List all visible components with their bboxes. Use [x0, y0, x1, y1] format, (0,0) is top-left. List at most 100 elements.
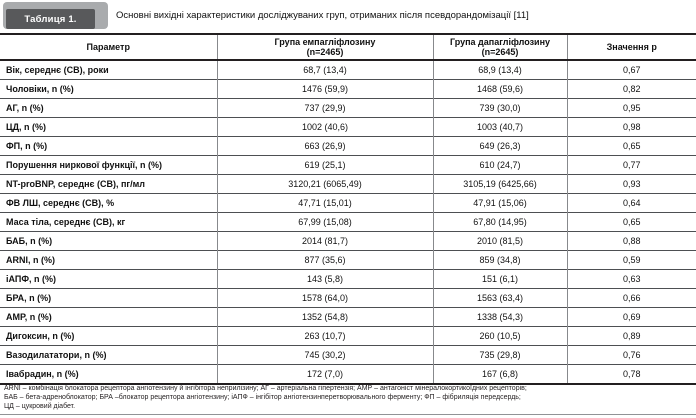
parameter-cell: АГ, n (%) [0, 98, 217, 118]
table-row: NT-proBNP, середнє (СВ), пг/мл 3120,21 (6… [0, 174, 696, 194]
dapagliflozin-value-cell: 47,91 (15,06) [432, 193, 567, 213]
table-body: Вік, середнє (СВ), роки 68,7 (13,4) 68,9 (… [0, 60, 696, 385]
parameter-cell: Маса тіла, середнє (СВ), кг [0, 212, 217, 232]
parameter-cell: АМР, n (%) [0, 307, 217, 327]
table-row: ФП, n (%) 663 (26,9) 649 (26,3) 0,65 [0, 136, 696, 156]
empagliflozin-value-cell: 1476 (59,9) [216, 79, 433, 99]
dapagliflozin-value-cell: 1003 (40,7) [432, 117, 567, 137]
parameter-cell: ФВ ЛШ, середнє (СВ), % [0, 193, 217, 213]
empagliflozin-value-cell: 1578 (64,0) [216, 288, 433, 308]
p-value-cell: 0,89 [566, 326, 696, 346]
dapagliflozin-value-cell: 1563 (63,4) [432, 288, 567, 308]
baseline-characteristics-table: Параметр Група емпагліфлозину (n=2465) Г… [0, 33, 696, 385]
p-value-cell: 0,88 [566, 231, 696, 251]
parameter-cell: Івабрадин, n (%) [0, 364, 217, 385]
footnote-line-2: БАБ – бета-адреноблокатор; БРА –блокатор… [4, 394, 521, 401]
table-row: іАПФ, n (%) 143 (5,8) 151 (6,1) 0,63 [0, 269, 696, 289]
p-value-cell: 0,59 [566, 250, 696, 270]
p-value-cell: 0,66 [566, 288, 696, 308]
table-row: АМР, n (%) 1352 (54,8) 1338 (54,3) 0,69 [0, 307, 696, 327]
empagliflozin-value-cell: 68,7 (13,4) [216, 60, 433, 80]
dapagliflozin-value-cell: 859 (34,8) [432, 250, 567, 270]
parameter-cell: Порушення ниркової функції, n (%) [0, 155, 217, 175]
parameter-cell: Чоловіки, n (%) [0, 79, 217, 99]
footnote-line-1: ARNI – комбінація блокатора рецептора ан… [4, 385, 527, 392]
table-number-label: Таблиця 1. [24, 13, 77, 25]
empagliflozin-value-cell: 619 (25,1) [216, 155, 433, 175]
p-value-cell: 0,93 [566, 174, 696, 194]
p-value-cell: 0,67 [566, 60, 696, 80]
dapagliflozin-value-cell: 167 (6,8) [432, 364, 567, 385]
p-value-cell: 0,95 [566, 98, 696, 118]
dapagliflozin-value-cell: 67,80 (14,95) [432, 212, 567, 232]
column-header-empagliflozin-group: Група емпагліфлозину (n=2465) [216, 34, 433, 61]
empagliflozin-value-cell: 737 (29,9) [216, 98, 433, 118]
dapagliflozin-value-cell: 151 (6,1) [432, 269, 567, 289]
p-value-cell: 0,98 [566, 117, 696, 137]
p-value-cell: 0,77 [566, 155, 696, 175]
dapagliflozin-value-cell: 739 (30,0) [432, 98, 567, 118]
table-row: Чоловіки, n (%) 1476 (59,9) 1468 (59,6) 0,8… [0, 79, 696, 99]
empagliflozin-value-cell: 3120,21 (6065,49) [216, 174, 433, 194]
parameter-cell: БРА, n (%) [0, 288, 217, 308]
parameter-cell: БАБ, n (%) [0, 231, 217, 251]
empagliflozin-value-cell: 47,71 (15,01) [216, 193, 433, 213]
table-row: ЦД, n (%) 1002 (40,6) 1003 (40,7) 0,98 [0, 117, 696, 137]
empagliflozin-value-cell: 1002 (40,6) [216, 117, 433, 137]
empagliflozin-value-cell: 877 (35,6) [216, 250, 433, 270]
empagliflozin-value-cell: 1352 (54,8) [216, 307, 433, 327]
table-row: Дигоксин, n (%) 263 (10,7) 260 (10,5) 0,89 [0, 326, 696, 346]
empagliflozin-value-cell: 172 (7,0) [216, 364, 433, 385]
empagliflozin-value-cell: 143 (5,8) [216, 269, 433, 289]
column-header-parameter: Параметр [0, 34, 217, 61]
dapagliflozin-value-cell: 610 (24,7) [432, 155, 567, 175]
parameter-cell: іАПФ, n (%) [0, 269, 217, 289]
dapagliflozin-value-cell: 260 (10,5) [432, 326, 567, 346]
empagliflozin-value-cell: 745 (30,2) [216, 345, 433, 365]
p-value-cell: 0,82 [566, 79, 696, 99]
p-value-cell: 0,78 [566, 364, 696, 385]
p-value-cell: 0,76 [566, 345, 696, 365]
table-row: ARNI, n (%) 877 (35,6) 859 (34,8) 0,59 [0, 250, 696, 270]
table-footnote: ARNI – комбінація блокатора рецептора ан… [4, 384, 692, 411]
empagliflozin-value-cell: 263 (10,7) [216, 326, 433, 346]
table-row: Вік, середнє (СВ), роки 68,7 (13,4) 68,9 (… [0, 60, 696, 80]
parameter-cell: Дигоксин, n (%) [0, 326, 217, 346]
dapagliflozin-value-cell: 649 (26,3) [432, 136, 567, 156]
table-row: БРА, n (%) 1578 (64,0) 1563 (63,4) 0,66 [0, 288, 696, 308]
table-row: ФВ ЛШ, середнє (СВ), % 47,71 (15,01) 47,91… [0, 193, 696, 213]
empagliflozin-value-cell: 2014 (81,7) [216, 231, 433, 251]
p-value-cell: 0,65 [566, 136, 696, 156]
dapagliflozin-value-cell: 735 (29,8) [432, 345, 567, 365]
p-value-cell: 0,65 [566, 212, 696, 232]
table-row: Вазодилататори, n (%) 745 (30,2) 735 (29,8… [0, 345, 696, 365]
footnote-line-3: ЦД – цукровий діабет. [4, 403, 76, 410]
table-caption-text: Основні вихідні характеристики досліджув… [116, 10, 529, 21]
table-row: БАБ, n (%) 2014 (81,7) 2010 (81,5) 0,88 [0, 231, 696, 251]
p-value-cell: 0,69 [566, 307, 696, 327]
column-header-dapagliflozin-group: Група дапагліфлозину (n=2645) [432, 34, 567, 61]
parameter-cell: ФП, n (%) [0, 136, 217, 156]
p-value-cell: 0,63 [566, 269, 696, 289]
table-caption: Основні вихідні характеристики досліджув… [116, 0, 529, 31]
empagliflozin-value-cell: 663 (26,9) [216, 136, 433, 156]
table-number-badge: Таблиця 1. [6, 9, 95, 29]
dapagliflozin-value-cell: 1338 (54,3) [432, 307, 567, 327]
parameter-cell: NT-proBNP, середнє (СВ), пг/мл [0, 174, 217, 194]
table-row: Порушення ниркової функції, n (%) 619 (25… [0, 155, 696, 175]
table-row: АГ, n (%) 737 (29,9) 739 (30,0) 0,95 [0, 98, 696, 118]
p-value-cell: 0,64 [566, 193, 696, 213]
parameter-cell: ЦД, n (%) [0, 117, 217, 137]
parameter-cell: ARNI, n (%) [0, 250, 217, 270]
dapagliflozin-value-cell: 3105,19 (6425,66) [432, 174, 567, 194]
empagliflozin-value-cell: 67,99 (15,08) [216, 212, 433, 232]
table-row: Івабрадин, n (%) 172 (7,0) 167 (6,8) 0,78 [0, 364, 696, 385]
dapagliflozin-value-cell: 68,9 (13,4) [432, 60, 567, 80]
table-row: Маса тіла, середнє (СВ), кг 67,99 (15,08)… [0, 212, 696, 232]
dapagliflozin-value-cell: 2010 (81,5) [432, 231, 567, 251]
column-header-p-value: Значення р [566, 34, 696, 61]
parameter-cell: Вік, середнє (СВ), роки [6, 65, 109, 75]
parameter-cell: Вазодилататори, n (%) [0, 345, 217, 365]
table-header-row: Параметр Група емпагліфлозину (n=2465) Г… [0, 34, 696, 61]
